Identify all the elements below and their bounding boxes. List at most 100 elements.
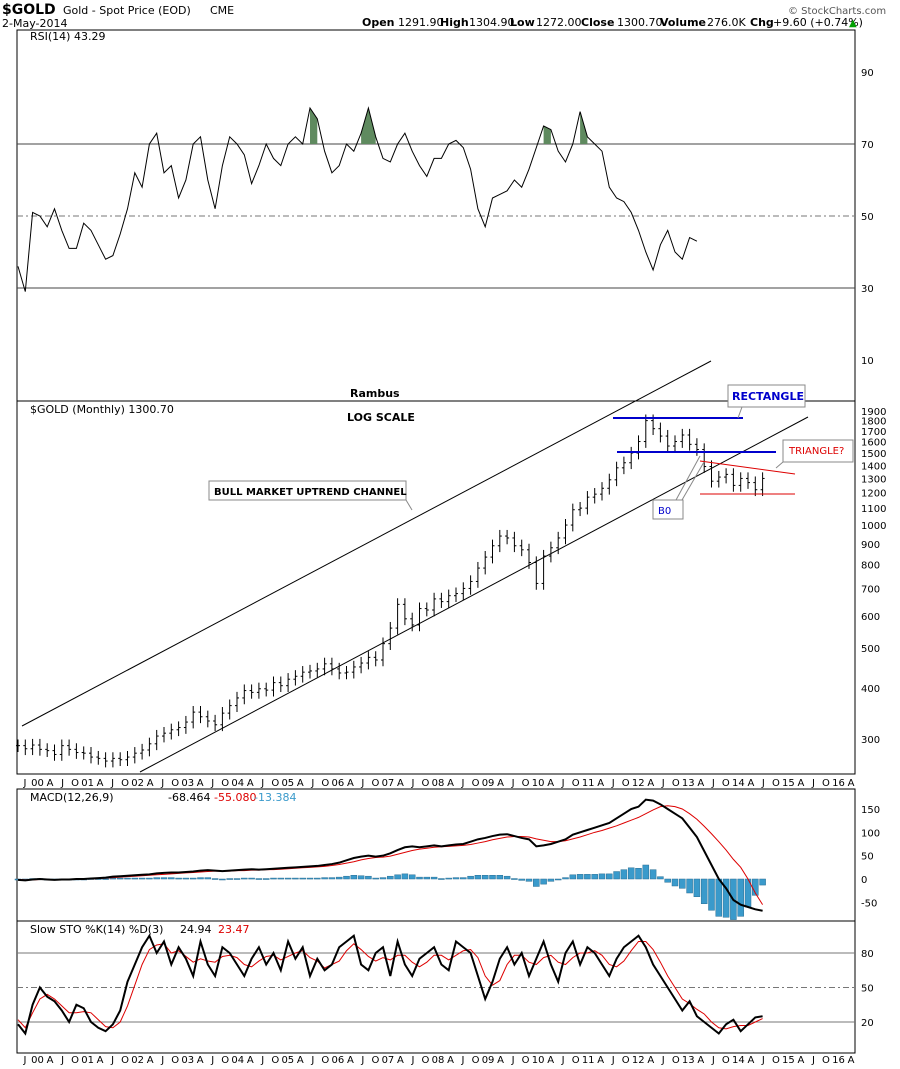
triangle-annotation: TRIANGLE? (788, 446, 844, 457)
time-axis-label: A (397, 1055, 404, 1066)
time-axis-label: 09 (482, 778, 495, 789)
stochastic-k-value: 24.94 (180, 923, 212, 936)
macd-histogram-bar (642, 864, 650, 880)
macd-histogram-bar (679, 878, 686, 889)
stochastic-d-value: 23.47 (218, 923, 250, 936)
time-axis-label: O (772, 1055, 780, 1066)
close-value: 1300.70 (617, 16, 663, 29)
time-axis-label: O (522, 778, 530, 789)
macd-histogram-bar (693, 878, 701, 897)
time-axis-label: 16 (832, 778, 845, 789)
macd-histogram-bar (189, 877, 197, 880)
time-axis-label: 12 (632, 778, 645, 789)
time-axis-label: A (547, 1055, 554, 1066)
macd-histogram-bar (700, 878, 708, 904)
macd-histogram-bar (722, 878, 730, 918)
time-axis-label: A (597, 778, 604, 789)
rsi-overbought-fill (310, 108, 318, 144)
time-axis-label: A (597, 1055, 604, 1066)
rectangle-annotation: RECTANGLE (732, 390, 804, 403)
time-axis-label: A (147, 778, 154, 789)
time-axis-label: J (360, 778, 364, 789)
rsi-label: RSI(14) 43.29 (30, 30, 105, 43)
macd-chart: -50 0 50 100 150 (14, 798, 880, 920)
time-axis-label: 08 (432, 1055, 445, 1066)
rsi-tick-10: 10 (861, 356, 874, 367)
time-axis-label: A (848, 1055, 855, 1066)
time-axis-label: 10 (532, 778, 545, 789)
time-axis-label: 09 (482, 1055, 495, 1066)
rsi-line (17, 106, 698, 292)
macd-histogram-value: -13.384 (254, 791, 296, 804)
channel-lower-line (139, 416, 809, 773)
price-tick-1900: 1900 (861, 407, 886, 418)
time-axis-label: 04 (231, 1055, 244, 1066)
log-scale-annotation: LOG SCALE (347, 411, 415, 424)
time-axis-label: A (447, 778, 454, 789)
macd-histogram-bar (533, 878, 540, 887)
price-tick-1000: 1000 (861, 521, 886, 532)
macd-histogram-bar (146, 877, 153, 880)
macd-histogram-bar (554, 878, 562, 881)
time-axis-label: O (71, 1055, 79, 1066)
volume-label: Volume (660, 16, 706, 29)
time-axis-label: 02 (131, 1055, 144, 1066)
macd-histogram-bar (408, 874, 416, 880)
time-axis-label: A (547, 778, 554, 789)
time-axis-label: J (511, 778, 515, 789)
macd-histogram-bar (372, 877, 379, 880)
time-axis-label: A (347, 778, 354, 789)
time-axis-label: O (371, 778, 379, 789)
macd-histogram-bar (270, 877, 277, 880)
macd-histogram-bar (657, 876, 664, 880)
price-tick-1300: 1300 (861, 474, 886, 485)
time-axis-label: O (371, 1055, 379, 1066)
time-axis-label: O (572, 1055, 580, 1066)
macd-histogram-bar (540, 878, 547, 885)
macd-histogram-bar (686, 878, 693, 894)
macd-histogram-bar (299, 877, 306, 880)
time-axis-label: O (822, 1055, 830, 1066)
time-axis-label: 14 (732, 1055, 745, 1066)
symbol: $GOLD (2, 2, 56, 18)
rectangle-annotation-pointer (737, 406, 743, 419)
time-axis-label: 00 (31, 1055, 44, 1066)
time-axis-label: J (711, 1055, 715, 1066)
macd-histogram-bar (357, 875, 365, 880)
price-tick-600: 600 (861, 612, 880, 623)
price-label: $GOLD (Monthly) 1300.70 (30, 403, 174, 416)
price-tick-800: 800 (861, 561, 880, 572)
time-axis-label: O (622, 778, 630, 789)
time-axis-label: J (60, 1055, 64, 1066)
time-axis-label: A (697, 1055, 704, 1066)
stochastic-k-line (17, 933, 763, 1036)
macd-histogram-bar (401, 873, 409, 880)
macd-histogram-bar (460, 877, 467, 880)
volume-value: 276.0K (707, 16, 746, 29)
time-axis-label: 11 (582, 1055, 595, 1066)
macd-histogram-bar (664, 878, 671, 883)
time-axis-label: 01 (81, 778, 94, 789)
macd-histogram-bar (591, 874, 598, 880)
time-axis-label: O (722, 1055, 730, 1066)
time-axis-label: J (561, 1055, 565, 1066)
macd-histogram-bar (613, 871, 620, 880)
rsi-chart: 10 30 50 70 90 (17, 68, 874, 367)
open-value: 1291.90 (398, 16, 444, 29)
time-axis-label: J (210, 778, 214, 789)
time-axis-label: A (347, 1055, 354, 1066)
stochastic-panel (16, 920, 856, 1054)
macd-histogram-bar (204, 877, 212, 880)
time-axis-label: 16 (832, 1055, 845, 1066)
time-axis-label: 06 (332, 778, 345, 789)
macd-histogram-bar (759, 878, 766, 886)
time-axis-label: J (60, 778, 64, 789)
time-axis-label: J (410, 778, 414, 789)
macd-histogram-bar (321, 877, 328, 880)
macd-histogram-bar (671, 878, 679, 887)
rectangle-annotation-box (727, 384, 806, 408)
macd-tick--50: -50 (861, 898, 877, 909)
triangle-upper-line (699, 460, 796, 475)
macd-tick-150: 150 (861, 805, 880, 816)
time-axis-label: J (260, 1055, 264, 1066)
